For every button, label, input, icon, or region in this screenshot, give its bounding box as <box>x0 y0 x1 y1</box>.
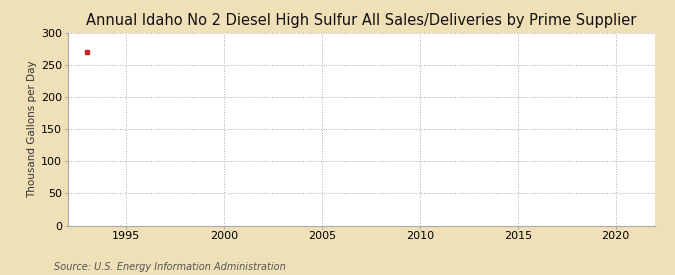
Y-axis label: Thousand Gallons per Day: Thousand Gallons per Day <box>26 60 36 198</box>
Title: Annual Idaho No 2 Diesel High Sulfur All Sales/Deliveries by Prime Supplier: Annual Idaho No 2 Diesel High Sulfur All… <box>86 13 637 28</box>
Text: Source: U.S. Energy Information Administration: Source: U.S. Energy Information Administ… <box>54 262 286 272</box>
